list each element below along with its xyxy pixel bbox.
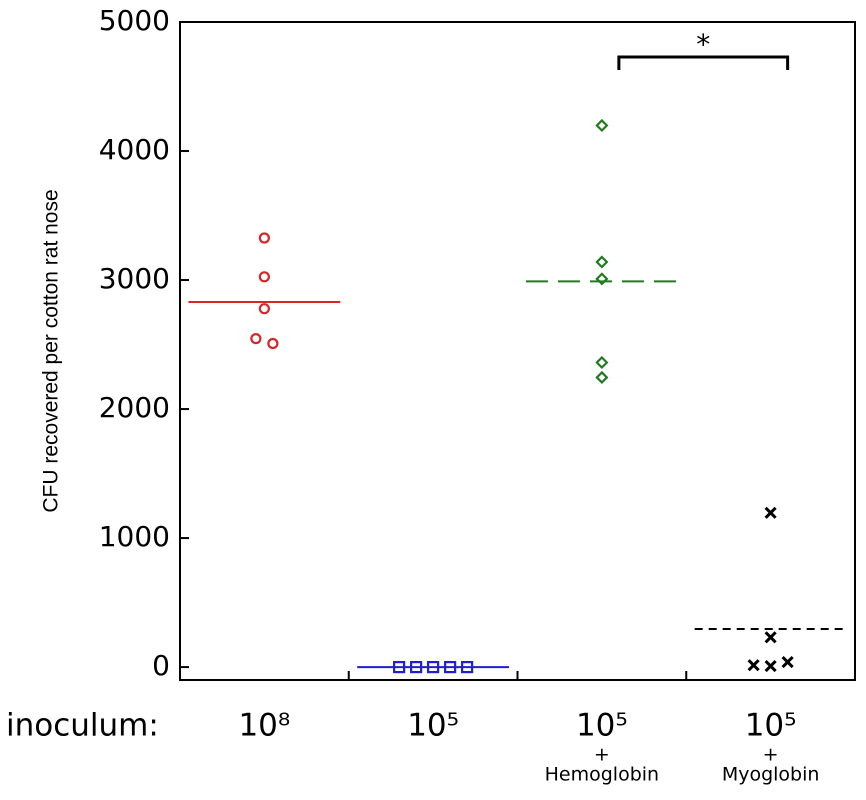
y-tick-label: 5000 bbox=[99, 4, 170, 37]
x-tick-label: 10⁵ bbox=[407, 708, 459, 744]
significance-bracket bbox=[617, 55, 790, 70]
y-tick-label: 4000 bbox=[99, 133, 170, 166]
x-tick-label: 10⁵ bbox=[576, 708, 628, 744]
point bbox=[393, 660, 406, 674]
category-note: Hemoglobin bbox=[545, 764, 659, 786]
point bbox=[595, 370, 609, 385]
point bbox=[427, 660, 440, 674]
plot-frame bbox=[179, 21, 856, 681]
y-tick-label: 0 bbox=[152, 649, 170, 682]
point bbox=[764, 660, 777, 673]
point bbox=[764, 506, 777, 519]
x-tick-label: 10⁸ bbox=[238, 708, 290, 744]
point bbox=[764, 631, 777, 644]
point bbox=[595, 355, 609, 370]
point bbox=[267, 337, 279, 350]
point bbox=[595, 255, 609, 269]
point bbox=[444, 660, 457, 674]
category-note: Myoglobin bbox=[722, 764, 820, 786]
y-tick-label: 2000 bbox=[99, 391, 170, 424]
point bbox=[781, 656, 794, 669]
point bbox=[250, 333, 262, 345]
point bbox=[461, 660, 474, 674]
point bbox=[595, 272, 609, 286]
point bbox=[595, 118, 609, 133]
y-tick-label: 1000 bbox=[99, 520, 170, 553]
y-axis-label: CFU recovered per cotton rat nose bbox=[40, 189, 63, 512]
x-axis-label: inoculum: bbox=[6, 708, 159, 744]
point bbox=[258, 303, 270, 315]
x-tick-label: 10⁵ bbox=[745, 708, 797, 744]
point bbox=[258, 232, 270, 244]
y-tick-label: 3000 bbox=[99, 262, 170, 295]
point bbox=[747, 659, 760, 672]
category-note: + bbox=[763, 744, 779, 766]
point bbox=[410, 660, 423, 674]
significance-annotation: * bbox=[696, 28, 710, 61]
category-note: + bbox=[594, 744, 610, 766]
point bbox=[258, 271, 270, 283]
